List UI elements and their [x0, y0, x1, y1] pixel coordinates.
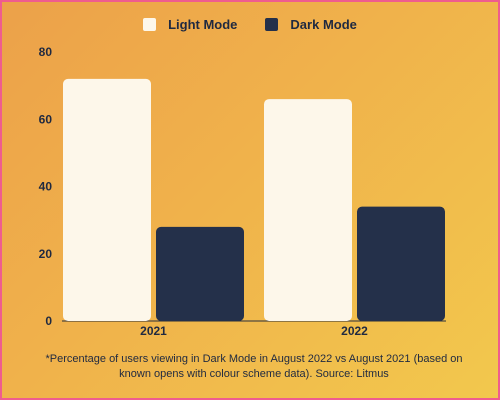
bar-light-mode-2022 — [264, 99, 352, 321]
legend-label-dark-mode: Dark Mode — [290, 17, 357, 32]
chart-legend: Light Mode Dark Mode — [2, 17, 498, 32]
y-tick-label-1: 20 — [39, 247, 53, 261]
legend-item-dark-mode: Dark Mode — [265, 17, 357, 32]
bar-dark-mode-2022 — [357, 206, 445, 321]
x-tick-label-2022: 2022 — [341, 324, 368, 338]
legend-swatch-light-mode — [143, 18, 157, 31]
bar-dark-mode-2021 — [156, 226, 244, 321]
footnote: *Percentage of users viewing in Dark Mod… — [45, 353, 463, 380]
legend-label-light-mode: Light Mode — [168, 17, 238, 32]
y-tick-label-4: 80 — [39, 45, 53, 59]
legend-swatch-dark-mode — [265, 18, 279, 31]
legend-item-light-mode: Light Mode — [143, 17, 237, 32]
y-tick-label-2: 40 — [39, 180, 53, 194]
bar-light-mode-2021 — [63, 78, 151, 322]
y-tick-label-0: 0 — [45, 314, 52, 328]
y-tick-label-3: 60 — [39, 112, 53, 126]
x-tick-label-2021: 2021 — [140, 324, 167, 338]
